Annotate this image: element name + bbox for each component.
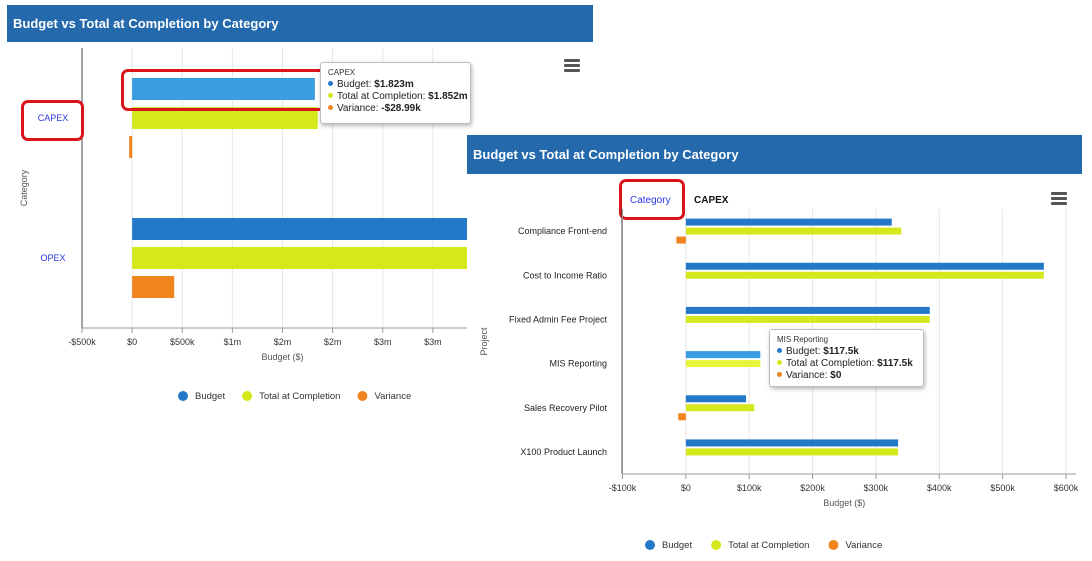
- category-label-compliance-front-end: Compliance Front-end: [518, 226, 607, 236]
- tooltip-header: MIS Reporting: [777, 335, 829, 344]
- bar-total-at-completion-capex: [132, 107, 318, 129]
- x-tick-label: $1m: [224, 337, 242, 347]
- tooltip-capex: CAPEX Budget: $1.823m Total at Completion:…: [320, 62, 471, 124]
- legend-marker-variance: [357, 391, 368, 401]
- x-tick-label: -$500k: [68, 337, 96, 347]
- bar-budget-compliance-front-end: [685, 218, 892, 226]
- breadcrumb-category-link[interactable]: Category: [630, 195, 671, 206]
- x-tick-label: $2m: [324, 337, 342, 347]
- category-label-fixed-admin-fee-project: Fixed Admin Fee Project: [509, 314, 608, 324]
- highlight-box-budget-bar: [121, 69, 327, 111]
- chart-title: Budget vs Total at Completion by Categor…: [7, 5, 593, 42]
- x-tick-label: -$100k: [609, 483, 637, 493]
- tooltip-label: Variance:: [786, 370, 831, 381]
- tooltip-label: Budget:: [337, 79, 375, 90]
- bar-total-at-completion-x100-product-launch: [685, 448, 899, 456]
- legend-label-variance: Variance: [845, 540, 882, 551]
- category-label-x100-product-launch: X100 Product Launch: [520, 447, 607, 457]
- tooltip-value: -$28.99k: [381, 103, 421, 114]
- chart-panel-project: Budget vs Total at Completion by Categor…: [467, 135, 1082, 561]
- y-axis-title: Project: [479, 327, 489, 356]
- bar-total-at-completion-sales-recovery-pilot: [685, 404, 755, 412]
- tooltip-label: Variance:: [337, 103, 382, 114]
- tooltip-row: Total at Completion: $1.852m: [328, 91, 468, 103]
- category-label-opex: OPEX: [40, 253, 65, 263]
- x-tick-label: $100k: [737, 483, 762, 493]
- tooltip-value: $1.852m: [428, 91, 468, 102]
- tooltip-dot: [777, 360, 782, 365]
- bar-total-at-completion-cost-to-income-ratio: [685, 271, 1044, 279]
- category-label-cost-to-income-ratio: Cost to Income Ratio: [523, 270, 607, 280]
- bar-budget-cost-to-income-ratio: [685, 262, 1044, 270]
- x-tick-label: $300k: [864, 483, 889, 493]
- x-axis-title: Budget ($): [261, 352, 303, 362]
- tooltip-label: Budget:: [786, 346, 824, 357]
- tooltip-header: CAPEX: [328, 68, 356, 77]
- x-axis-title: Budget ($): [823, 498, 865, 508]
- bar-total-at-completion-mis-reporting: [685, 360, 761, 368]
- tooltip-mis-reporting: MIS Reporting Budget: $117.5k Total at Com…: [769, 329, 924, 387]
- bar-variance-opex: [132, 276, 175, 298]
- legend-label-total-at-completion: Total at Completion: [259, 391, 340, 402]
- x-tick-label: $2m: [274, 337, 292, 347]
- tooltip-row: Variance: -$28.99k: [328, 103, 463, 115]
- x-tick-label: $400k: [927, 483, 952, 493]
- bar-budget-mis-reporting: [685, 351, 761, 359]
- x-tick-label: $3m: [424, 337, 442, 347]
- legend-marker-total-at-completion: [711, 540, 722, 550]
- tooltip-dot: [328, 93, 333, 98]
- chart-title: Budget vs Total at Completion by Categor…: [467, 135, 1082, 174]
- y-axis-title: Category: [19, 169, 29, 206]
- tooltip-dot: [328, 81, 333, 86]
- legend-marker-total-at-completion: [242, 391, 253, 401]
- x-tick-label: $600k: [1054, 483, 1079, 493]
- tooltip-value: $117.5k: [877, 358, 913, 369]
- tooltip-row: Total at Completion: $117.5k: [777, 358, 916, 370]
- bar-variance-sales-recovery-pilot: [678, 413, 686, 421]
- tooltip-label: Total at Completion:: [786, 358, 878, 369]
- bar-total-at-completion-compliance-front-end: [685, 227, 902, 235]
- tooltip-dot: [777, 372, 782, 377]
- legend-label-budget: Budget: [195, 391, 225, 402]
- bar-budget-sales-recovery-pilot: [685, 395, 747, 403]
- bar-variance-compliance-front-end: [676, 236, 686, 244]
- bar-budget-opex: [132, 218, 504, 240]
- tooltip-dot: [777, 348, 782, 353]
- tooltip-row: Budget: $117.5k: [777, 346, 916, 358]
- highlight-box-capex: [21, 100, 84, 141]
- bar-total-at-completion-fixed-admin-fee-project: [685, 315, 930, 323]
- tooltip-value: $0: [830, 370, 842, 381]
- x-tick-label: $0: [681, 483, 691, 493]
- legend-marker-budget: [645, 540, 655, 550]
- tooltip-dot: [328, 105, 333, 110]
- category-label-capex: CAPEX: [38, 113, 69, 123]
- legend-label-budget: Budget: [662, 540, 692, 551]
- tooltip-label: Total at Completion:: [337, 91, 429, 102]
- x-tick-label: $200k: [800, 483, 825, 493]
- tooltip-value: $1.823m: [374, 79, 414, 90]
- tooltip-row: Budget: $1.823m: [328, 79, 463, 91]
- bar-budget-capex: [132, 78, 315, 100]
- legend-label-variance: Variance: [374, 391, 411, 402]
- category-label-sales-recovery-pilot: Sales Recovery Pilot: [524, 403, 608, 413]
- x-tick-label: $500k: [990, 483, 1015, 493]
- category-label-mis-reporting: MIS Reporting: [549, 359, 607, 369]
- bar-total-at-completion-opex: [132, 247, 504, 269]
- hamburger-menu-icon[interactable]: [564, 59, 580, 72]
- x-tick-label: $0: [127, 337, 137, 347]
- highlight-box-category: [619, 179, 685, 220]
- x-tick-label: $500k: [170, 337, 195, 347]
- bar-budget-fixed-admin-fee-project: [685, 306, 930, 314]
- breadcrumb-current-capex: CAPEX: [694, 195, 729, 206]
- x-tick-label: $3m: [374, 337, 392, 347]
- bar-variance-capex: [129, 136, 133, 158]
- tooltip-row: Variance: $0: [777, 370, 916, 382]
- legend-label-total-at-completion: Total at Completion: [728, 540, 809, 551]
- tooltip-value: $117.5k: [823, 346, 859, 357]
- legend-marker-variance: [828, 540, 839, 550]
- hamburger-menu-icon[interactable]: [1051, 192, 1067, 205]
- bar-budget-x100-product-launch: [685, 439, 899, 447]
- bar-chart-project: -$100k $0 $100k $200k $300k $400k $500k $600k Bu…: [479, 209, 1079, 551]
- legend-marker-budget: [178, 391, 188, 401]
